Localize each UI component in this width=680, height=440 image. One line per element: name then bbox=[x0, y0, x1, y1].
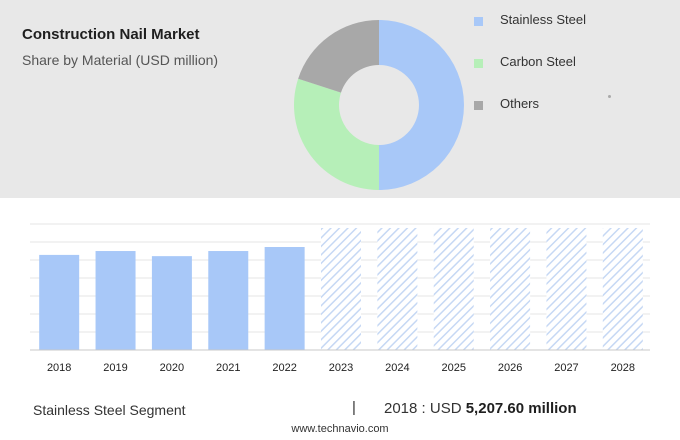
footer-value-amount: 5,207.60 million bbox=[465, 400, 577, 417]
forecast-bar-2025 bbox=[433, 228, 474, 350]
legend-swatch-carbon-steel bbox=[474, 59, 483, 68]
x-tick-label-2026: 2026 bbox=[498, 362, 522, 374]
chart-subtitle: Share by Material (USD million) bbox=[22, 52, 219, 68]
donut-slice-others bbox=[298, 20, 379, 93]
legend-swatch-others bbox=[474, 101, 483, 110]
bar-chart: 2018 2019 2020 2021 2022 2023 2024 2025 2026 2027… bbox=[30, 223, 650, 374]
legend-swatch-stainless-steel bbox=[474, 17, 483, 26]
x-tick-label-2028: 2028 bbox=[611, 362, 635, 374]
bar-2020 bbox=[151, 256, 192, 350]
bar-2018 bbox=[39, 254, 80, 350]
bar-2021 bbox=[208, 251, 249, 350]
legend-label-stainless-steel: Stainless Steel bbox=[500, 12, 586, 27]
x-tick-label-2019: 2019 bbox=[103, 362, 127, 374]
donut-chart bbox=[294, 20, 464, 190]
forecast-bar-2024 bbox=[377, 228, 418, 350]
x-tick-label-2018: 2018 bbox=[47, 362, 71, 374]
x-tick-label-2022: 2022 bbox=[272, 362, 296, 374]
x-tick-label-2027: 2027 bbox=[554, 362, 578, 374]
footer-value: 2018 : USD 5,207.60 million bbox=[384, 400, 577, 417]
donut-slice-carbon-steel bbox=[294, 78, 379, 190]
x-tick-label-2023: 2023 bbox=[329, 362, 353, 374]
forecast-bar-2026 bbox=[490, 228, 531, 350]
x-tick-label-2020: 2020 bbox=[160, 362, 184, 374]
legend-label-carbon-steel: Carbon Steel bbox=[500, 54, 576, 69]
forecast-bar-2028 bbox=[602, 228, 643, 350]
more-dot bbox=[608, 95, 611, 98]
chart-title: Construction Nail Market bbox=[22, 26, 200, 43]
bar-2022 bbox=[264, 247, 305, 350]
source-url[interactable]: www.technavio.com bbox=[291, 423, 389, 435]
x-tick-label-2025: 2025 bbox=[441, 362, 465, 374]
bar-2019 bbox=[95, 251, 136, 350]
footer-divider: | bbox=[352, 399, 356, 416]
legend-label-others: Others bbox=[500, 96, 540, 111]
donut-slice-stainless-steel bbox=[379, 20, 464, 190]
x-tick-label-2024: 2024 bbox=[385, 362, 409, 374]
footer-segment-label: Stainless Steel Segment bbox=[33, 402, 186, 418]
footer-year-label: 2018 : USD bbox=[384, 400, 466, 417]
forecast-bar-2023 bbox=[321, 228, 361, 350]
forecast-bar-2027 bbox=[546, 228, 587, 350]
x-tick-label-2021: 2021 bbox=[216, 362, 240, 374]
